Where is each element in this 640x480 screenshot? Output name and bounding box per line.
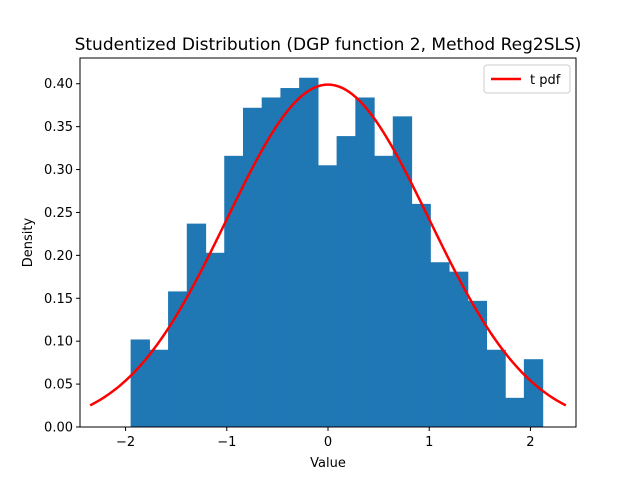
histogram-bar (467, 300, 488, 427)
histogram-bar (168, 291, 188, 427)
histogram-bar (430, 262, 450, 427)
histogram-bar (299, 77, 319, 427)
histogram-bar (280, 88, 300, 427)
t-pdf-curve (89, 83, 567, 407)
histogram-bar (149, 349, 169, 427)
y-axis-label: Density (21, 217, 36, 267)
histogram-bar (261, 97, 282, 427)
histogram-bar (523, 359, 544, 427)
y-tick-label: 0.40 (44, 77, 73, 92)
histogram-bar (374, 155, 394, 427)
y-tick-label: 0.05 (44, 378, 73, 393)
x-tick-label: −2 (116, 435, 135, 450)
y-tick-label: 0.10 (44, 335, 73, 350)
y-tick-label: 0.25 (44, 206, 73, 221)
histogram-bar (336, 136, 356, 427)
x-axis-label: Value (310, 456, 346, 471)
x-tick-label: 0 (324, 435, 332, 450)
histogram-bar (186, 223, 207, 427)
x-tick-label: 2 (526, 435, 534, 450)
histogram-bar (242, 107, 263, 427)
legend: t pdf (483, 64, 571, 94)
x-tick-label: −1 (217, 435, 236, 450)
t-pdf-curve-group (89, 83, 567, 407)
histogram-bar (130, 339, 150, 427)
histogram-bar (317, 165, 338, 427)
y-tick-label: 0.00 (44, 421, 73, 436)
legend-box (483, 64, 571, 94)
y-tick-label: 0.20 (44, 249, 73, 264)
histogram-bar (448, 271, 469, 427)
y-axis: 0.00 0.05 0.10 0.15 0.20 0.25 0.30 0.35 0.40 (44, 77, 80, 436)
y-tick-label: 0.35 (44, 120, 73, 135)
histogram-bar (355, 97, 375, 427)
y-tick-label: 0.30 (44, 163, 73, 178)
histogram-bars (130, 77, 544, 427)
histogram-bar (486, 349, 506, 427)
x-axis: −2 −1 0 1 2 (116, 427, 535, 450)
legend-label-t-pdf: t pdf (530, 73, 561, 88)
x-tick-label: 1 (425, 435, 433, 450)
histogram-bar (205, 252, 225, 427)
chart-title: Studentized Distribution (DGP function 2… (75, 35, 582, 55)
histogram-bar (505, 397, 525, 427)
histogram-bar (224, 155, 244, 427)
y-tick-label: 0.15 (44, 292, 73, 307)
histogram-bar (411, 203, 431, 427)
histogram-bar (392, 116, 413, 427)
